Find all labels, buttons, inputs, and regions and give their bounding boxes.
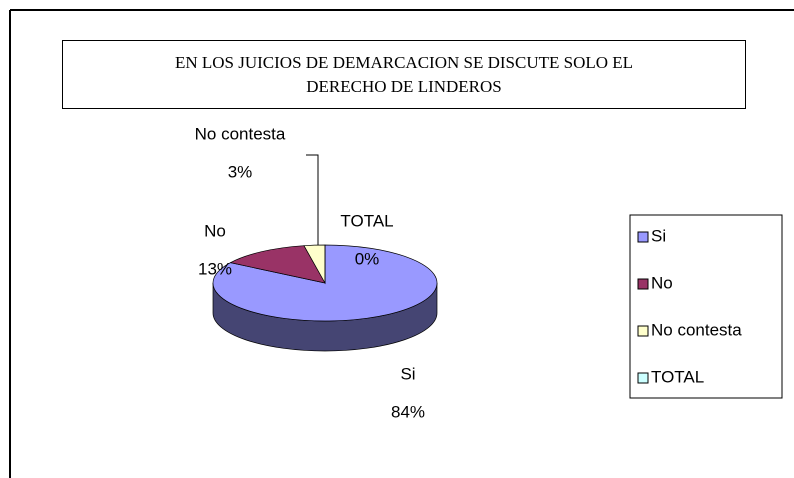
chart-title: EN LOS JUICIOS DE DEMARCACION SE DISCUTE… xyxy=(62,40,746,109)
data-label-name: Si xyxy=(400,364,415,383)
legend-label: TOTAL xyxy=(651,367,704,386)
pie xyxy=(212,244,438,352)
pie-slice xyxy=(229,245,326,284)
legend-swatch xyxy=(637,278,649,290)
data-label-value: 3% xyxy=(228,162,253,181)
legend-label: Si xyxy=(651,226,666,245)
data-label-name: No xyxy=(204,221,226,240)
legend-swatch xyxy=(637,231,649,243)
legend-swatch xyxy=(637,325,649,337)
data-label-name: TOTAL xyxy=(340,211,393,230)
legend-label: No xyxy=(651,273,673,292)
leader-line xyxy=(306,154,319,250)
data-label-value: 0% xyxy=(355,249,380,268)
data-label-value: 84% xyxy=(391,402,425,421)
data-label-name: No contesta xyxy=(195,124,286,143)
legend-label: No contesta xyxy=(651,320,742,339)
data-label-value: 13% xyxy=(198,259,232,278)
legend-box xyxy=(629,214,783,399)
legend-swatch xyxy=(637,372,649,384)
